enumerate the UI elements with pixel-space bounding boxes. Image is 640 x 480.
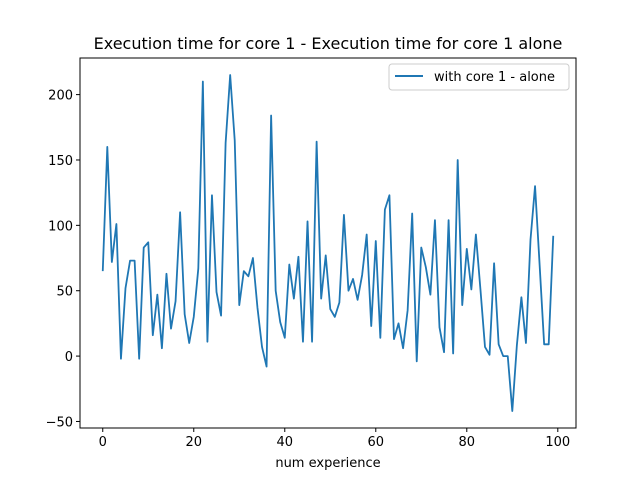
x-tick-label: 20 [185, 435, 202, 450]
y-tick-label: 50 [56, 285, 73, 300]
legend: with core 1 - alone [388, 63, 570, 91]
legend-label: with core 1 - alone [434, 70, 555, 85]
y-tick-label: 200 [48, 89, 73, 104]
x-tick-label: 100 [545, 435, 570, 450]
x-axis: 0 20 40 60 80 100 [99, 428, 570, 450]
y-tick-label: 0 [65, 350, 73, 365]
y-tick-label: 150 [48, 154, 73, 169]
legend-box [388, 63, 570, 91]
series-line [101, 74, 555, 412]
x-tick-label: 80 [459, 435, 476, 450]
x-tick-label: 60 [368, 435, 385, 450]
y-tick-label: −50 [46, 415, 73, 430]
x-tick-label: 40 [276, 435, 293, 450]
chart-title: Execution time for core 1 - Execution ti… [94, 34, 563, 53]
plot-area [101, 74, 555, 412]
x-axis-title: num experience [275, 456, 380, 471]
y-tick-label: 100 [48, 219, 73, 234]
x-tick-label: 0 [99, 435, 107, 450]
axes-frame [79, 57, 577, 429]
y-axis: −50 0 50 100 150 200 [46, 89, 80, 430]
